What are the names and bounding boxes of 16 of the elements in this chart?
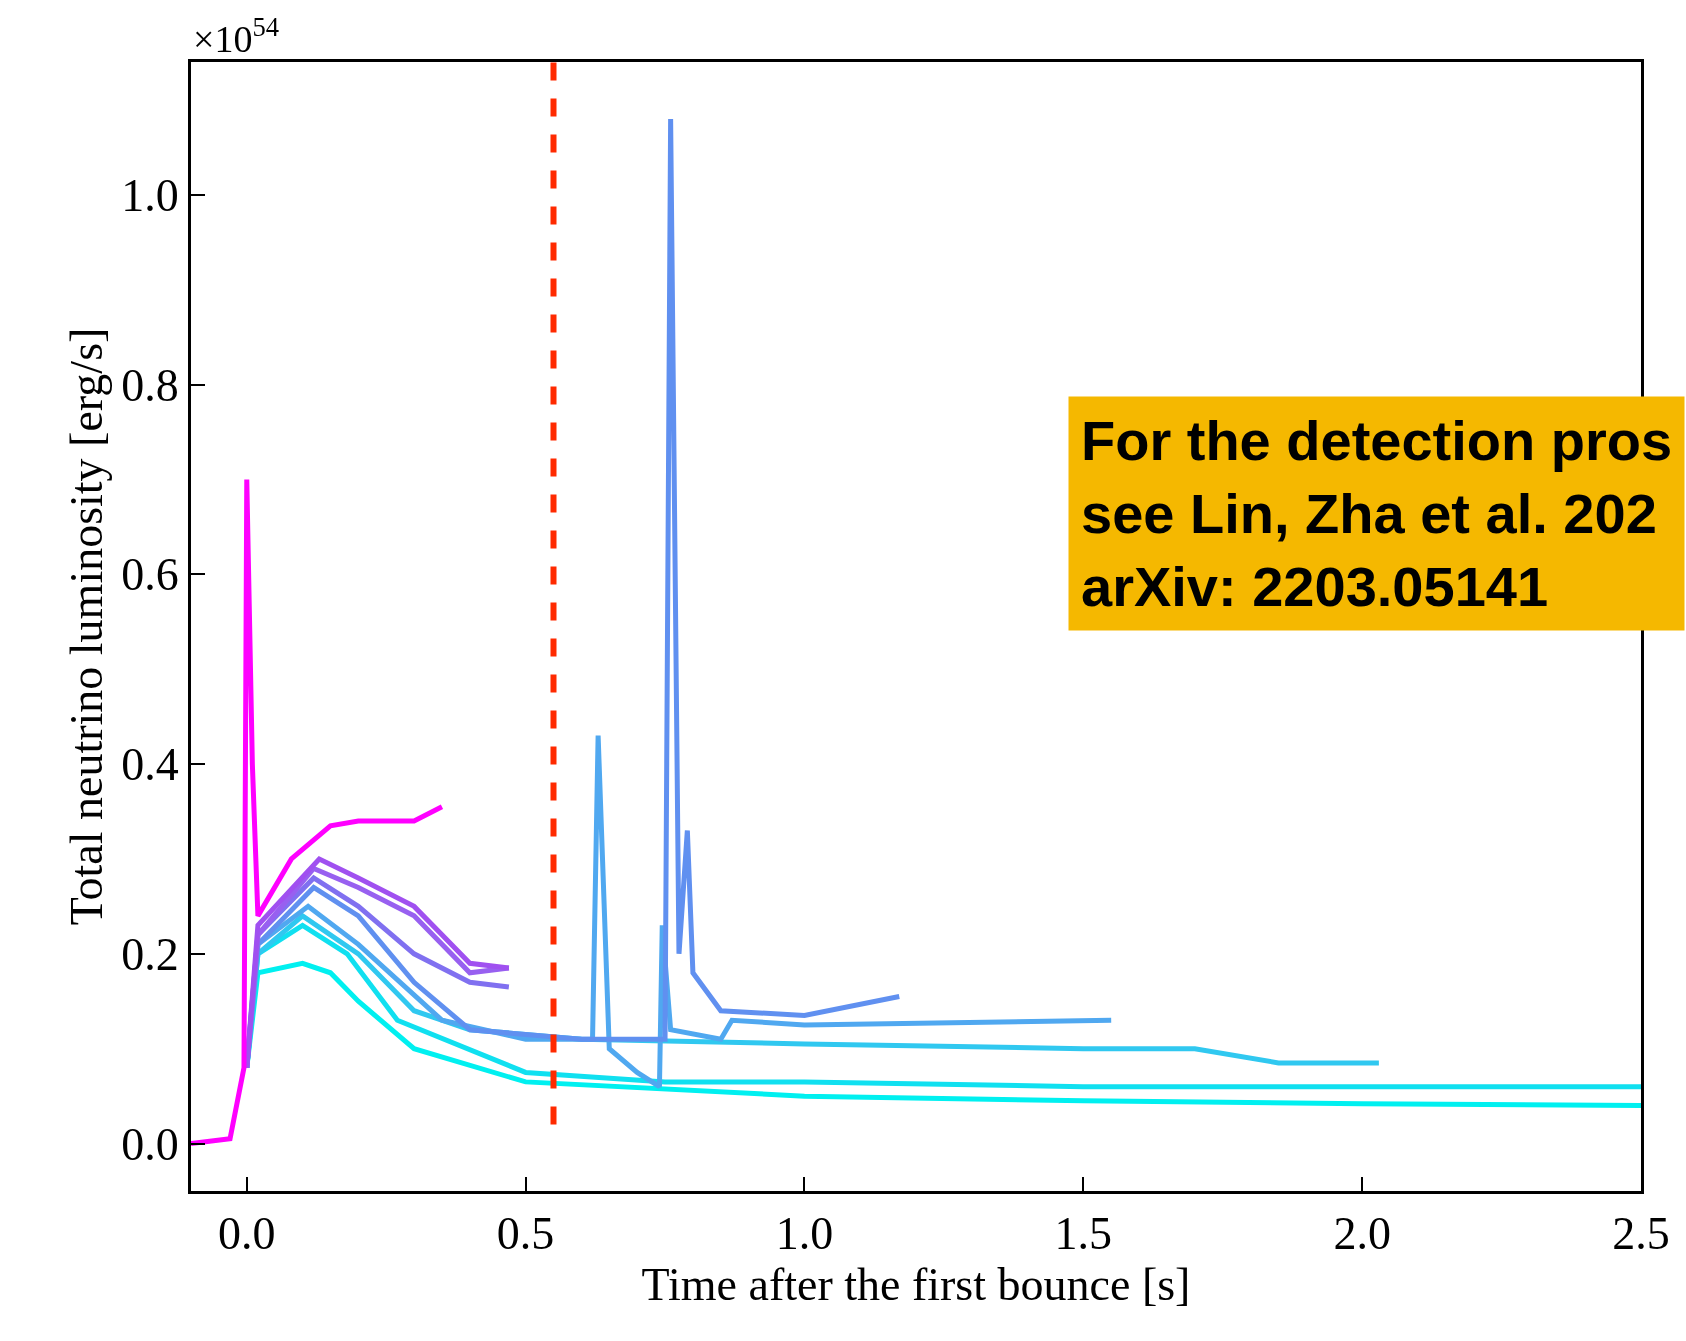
y-tick-label: 1.0 — [121, 169, 179, 221]
y-tick-label: 0.4 — [121, 739, 179, 791]
text: ×10$^{54}$ — [193, 12, 280, 60]
annotation: For the detection pros see Lin, Zha et al. 202 arXiv: 2203.05141 — [1081, 409, 1673, 618]
x-tick-label: 0.5 — [496, 1208, 555, 1260]
y-tick-label: 0.0 — [121, 1118, 179, 1170]
y-axis-title: Total neutrino luminosity [erg/s] — [60, 327, 112, 926]
y-tick-label: 0.2 — [121, 928, 179, 980]
x-tick-label: 2.5 — [1612, 1208, 1670, 1260]
y-tick-label: 0.8 — [121, 359, 179, 411]
x-tick-label: 0.0 — [218, 1208, 276, 1260]
x-axis-title: Time after the first bounce [s] — [641, 1259, 1191, 1311]
y-tick-label: 0.6 — [121, 549, 179, 601]
x-tick-label: 1.0 — [775, 1208, 834, 1260]
x-tick-label: 2.0 — [1333, 1208, 1391, 1260]
x-tick-label: 1.5 — [1054, 1208, 1113, 1260]
